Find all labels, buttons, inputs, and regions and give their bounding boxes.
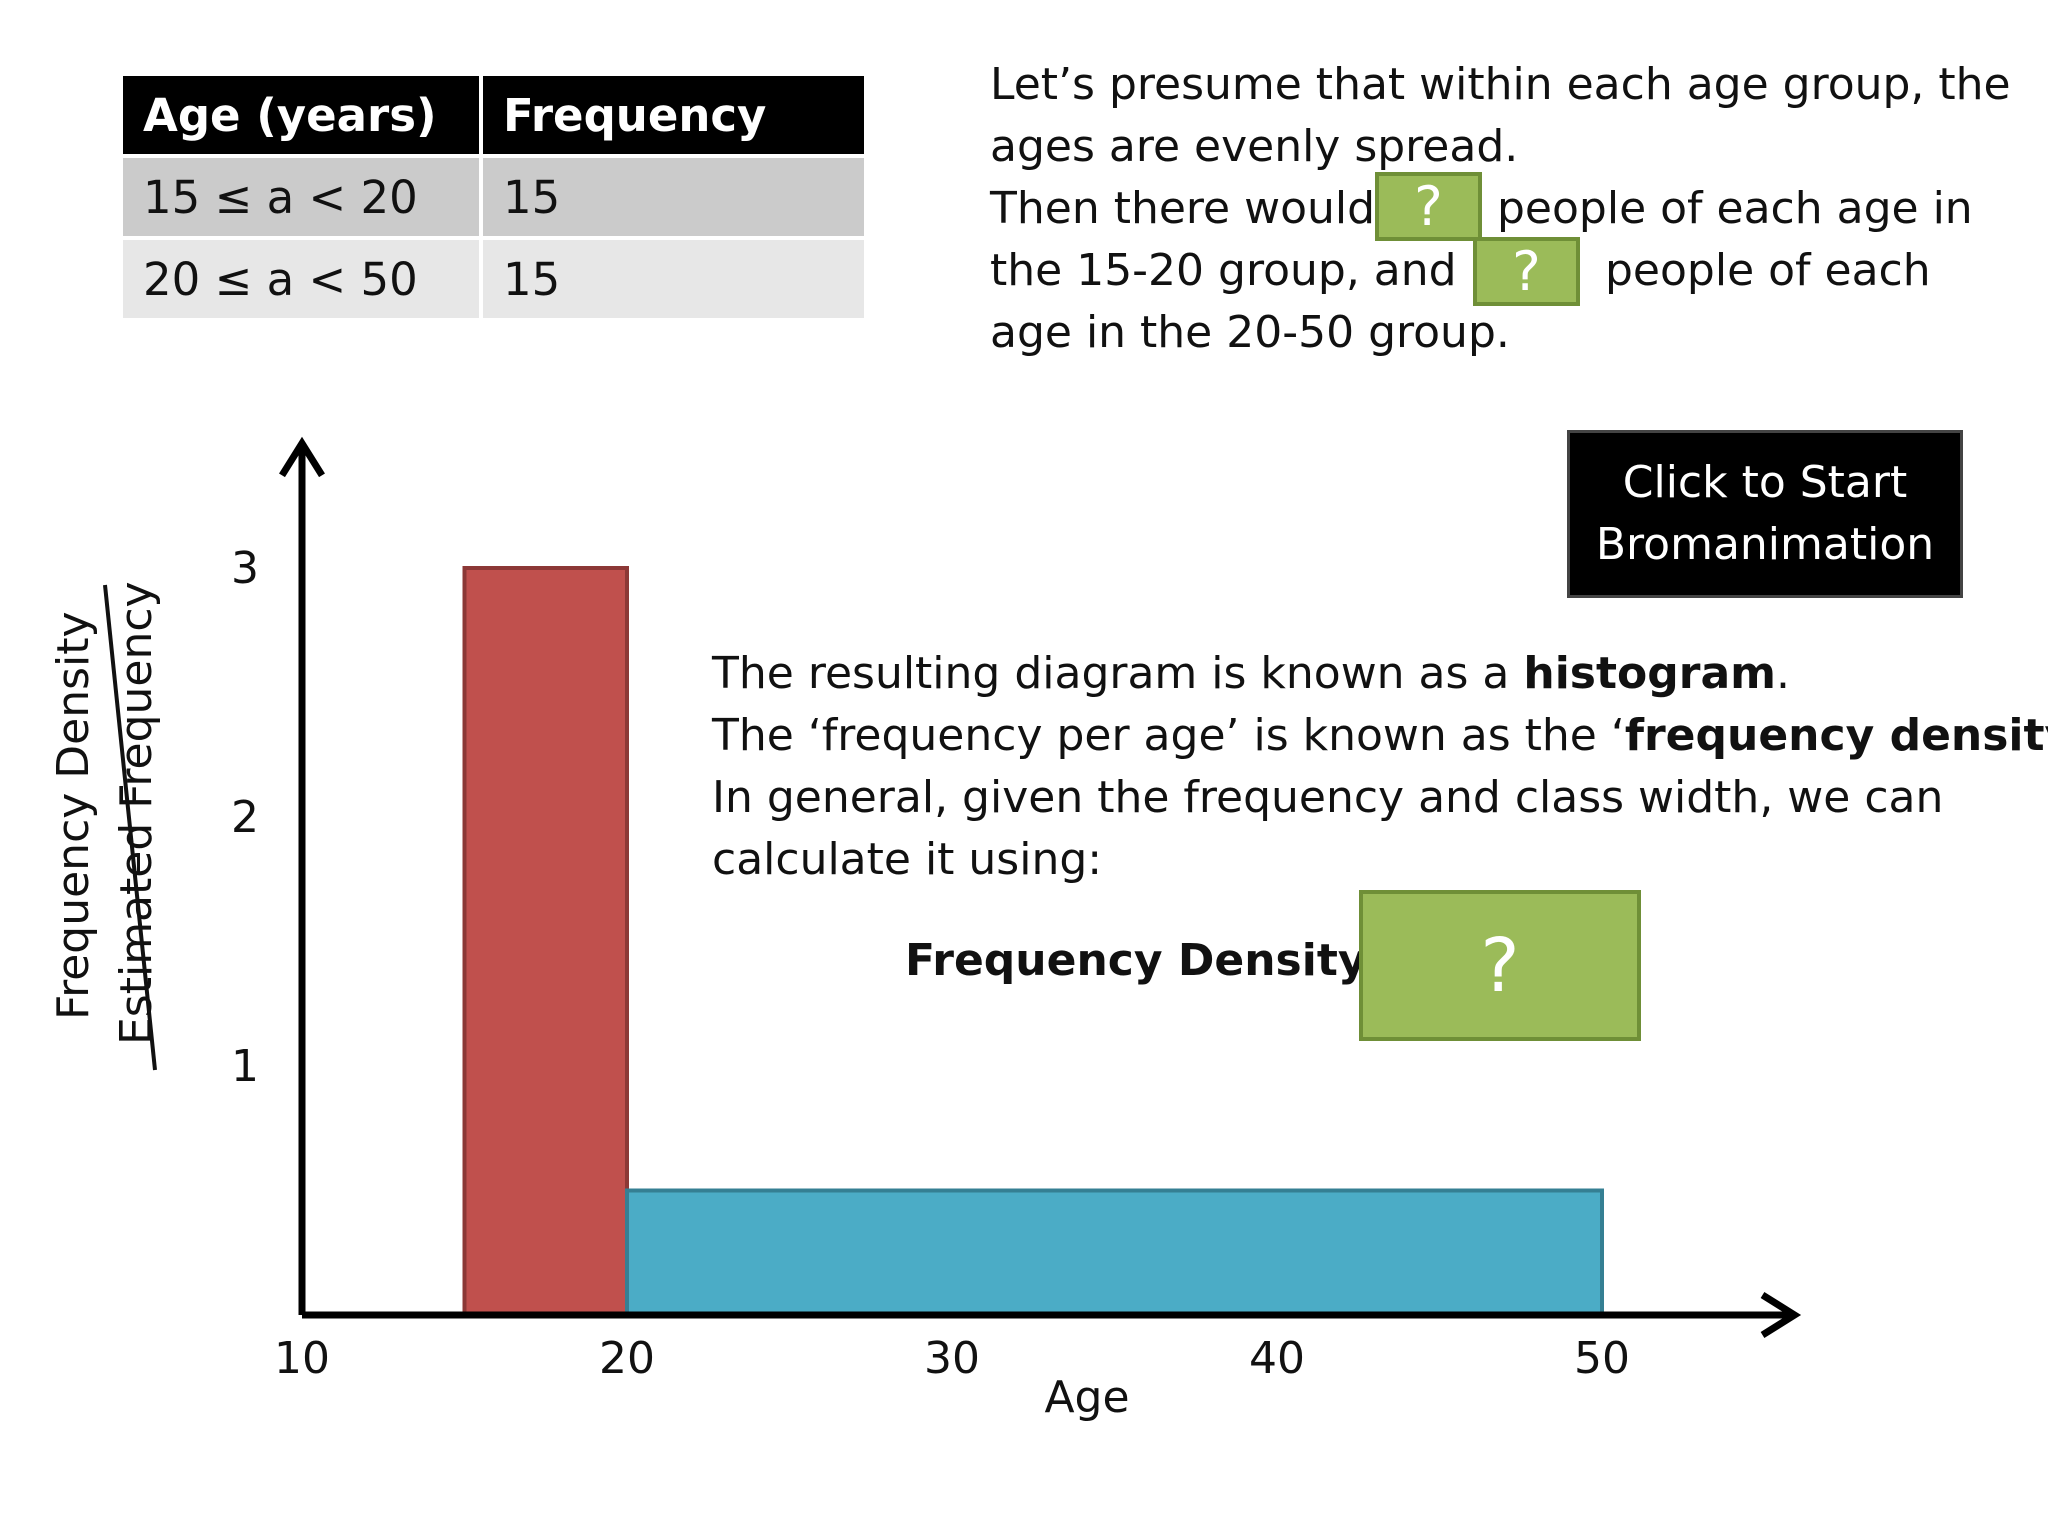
- table-cell-age: 15 ≤ a < 20: [123, 158, 479, 236]
- intro-line-3a: Then there would: [990, 183, 1376, 234]
- histogram-bar-15-20: [462, 566, 629, 1317]
- start-button-line-2: Bromanimation: [1595, 519, 1935, 570]
- answer-box-15-20[interactable]: ?: [1375, 172, 1482, 241]
- intro-line-4a: the 15-20 group, and: [990, 245, 1457, 296]
- formula-label: Frequency Density =: [905, 935, 1419, 986]
- y-axis-label: Frequency Density: [48, 611, 99, 1020]
- intro-line-3b: people of each age in: [1497, 183, 1973, 234]
- formula-answer-box[interactable]: ?: [1359, 890, 1641, 1041]
- info-line-1: The resulting diagram is known as a hist…: [712, 648, 1790, 699]
- table-cell-frequency: 15: [483, 158, 864, 236]
- frequency-density-term: frequency density: [1624, 710, 2048, 761]
- info-line-3: In general, given the frequency and clas…: [712, 772, 1944, 823]
- table-header-row: Age (years) Frequency: [123, 76, 864, 154]
- histogram-bar-20-50: [625, 1188, 1604, 1317]
- y-tick-label: 3: [231, 543, 259, 594]
- table-cell-age: 20 ≤ a < 50: [123, 240, 479, 318]
- histogram-term: histogram: [1523, 648, 1776, 699]
- x-tick-label: 30: [924, 1333, 980, 1384]
- table-header-frequency: Frequency: [483, 76, 864, 154]
- x-tick-label: 10: [274, 1333, 330, 1384]
- start-button-line-1: Click to Start: [1622, 457, 1908, 508]
- y-tick-label: 2: [231, 792, 259, 843]
- y-tick-label: 1: [231, 1041, 259, 1092]
- x-tick-label: 50: [1574, 1333, 1630, 1384]
- frequency-table: Age (years) Frequency 15 ≤ a < 20 15 20 …: [119, 72, 868, 322]
- x-tick-label: 40: [1249, 1333, 1305, 1384]
- info-line-2: The ‘frequency per age’ is known as the …: [712, 705, 2048, 767]
- x-tick-label: 20: [599, 1333, 655, 1384]
- intro-line-2: ages are evenly spread.: [990, 121, 1519, 172]
- table-cell-frequency: 15: [483, 240, 864, 318]
- strikethrough-line: [103, 584, 157, 1071]
- intro-line-4b: people of each: [1605, 245, 1931, 296]
- table-row: 20 ≤ a < 50 15: [123, 240, 864, 318]
- answer-box-20-50[interactable]: ?: [1473, 237, 1580, 306]
- table-header-age: Age (years): [123, 76, 479, 154]
- start-bromanimation-button[interactable]: Click to Start Bromanimation: [1567, 430, 1963, 598]
- intro-line-1: Let’s presume that within each age group…: [990, 59, 2011, 110]
- info-line-4: calculate it using:: [712, 834, 1103, 885]
- intro-line-5: age in the 20-50 group.: [990, 307, 1510, 358]
- x-axis-label: Age: [1044, 1372, 1129, 1423]
- table-row: 15 ≤ a < 20 15: [123, 158, 864, 236]
- x-axis-arrowhead: [1760, 1292, 1802, 1338]
- y-axis-arrowhead: [279, 436, 325, 478]
